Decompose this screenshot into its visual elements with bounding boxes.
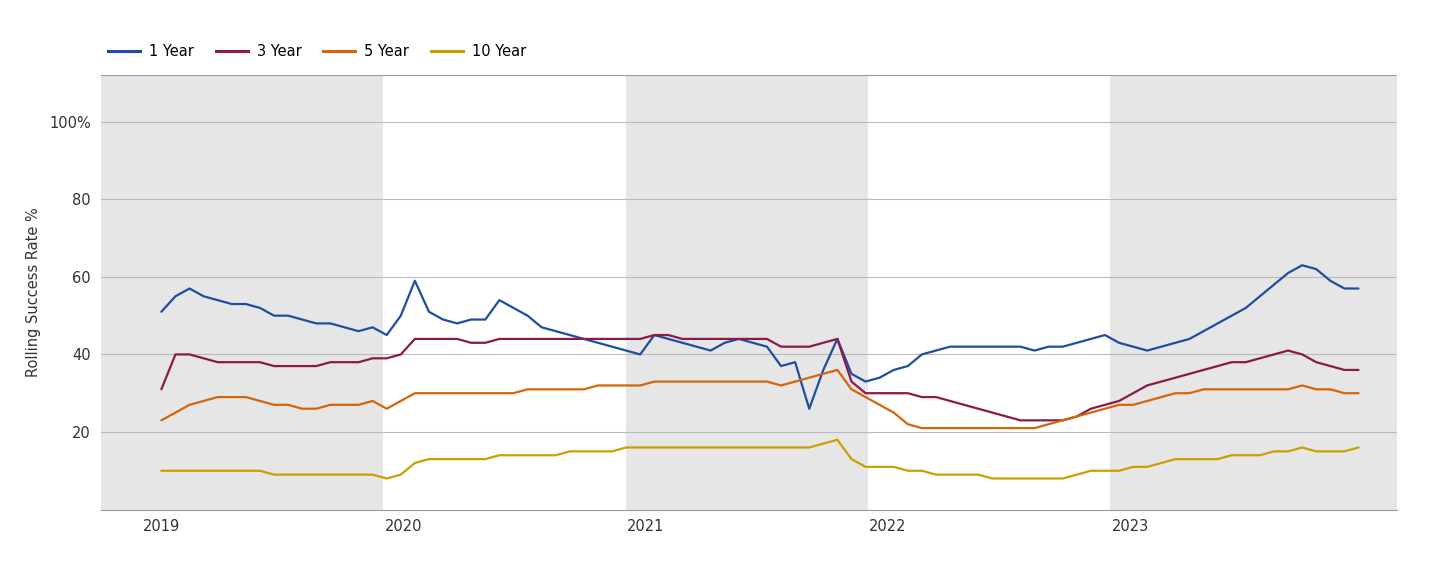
Legend: 1 Year, 3 Year, 5 Year, 10 Year: 1 Year, 3 Year, 5 Year, 10 Year [108, 44, 526, 59]
Bar [101, 75, 383, 510]
Y-axis label: Rolling Success Rate %: Rolling Success Rate % [26, 207, 40, 378]
Bar [626, 75, 868, 510]
Bar [1110, 75, 1397, 510]
